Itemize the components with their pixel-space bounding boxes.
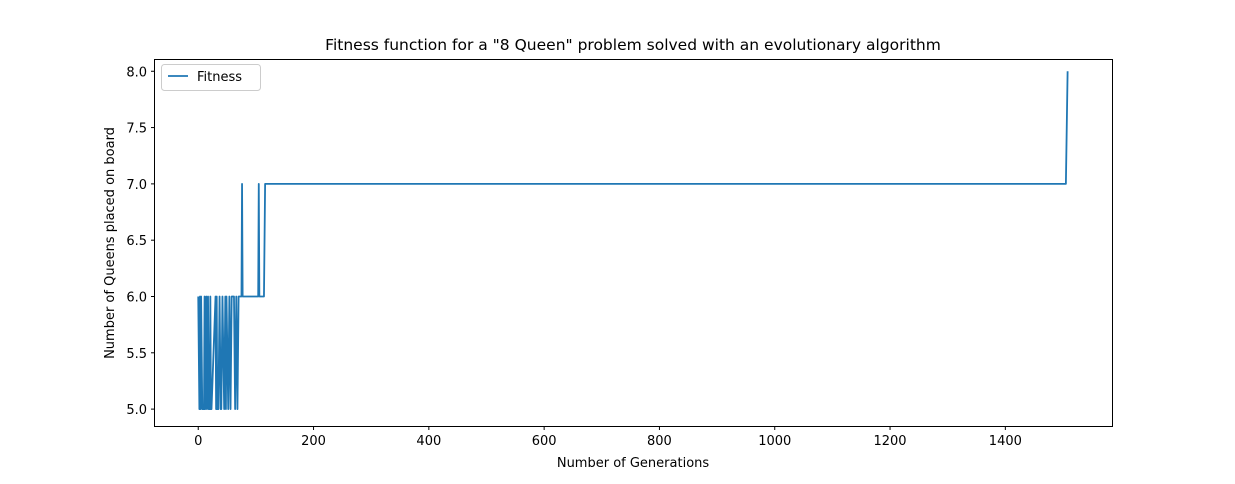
y-tick-label: 6.5 — [126, 234, 147, 249]
x-tick-label: 1400 — [989, 434, 1022, 449]
y-tick-label: 5.5 — [126, 347, 147, 362]
y-tick-label: 7.5 — [126, 122, 147, 137]
axes-frame — [154, 59, 1113, 427]
y-tick-label: 5.0 — [126, 403, 147, 418]
y-axis-label: Number of Queens placed on board — [103, 127, 118, 359]
x-axis-ticks: 0 200 400 600 800 1000 1200 1400 — [194, 426, 1022, 449]
x-tick-label: 1000 — [758, 434, 791, 449]
y-tick-label: 7.0 — [126, 178, 147, 193]
x-tick-label: 800 — [647, 434, 672, 449]
x-tick-label: 200 — [301, 434, 326, 449]
legend: Fitness — [161, 64, 261, 91]
chart-title: Fitness function for a "8 Queen" problem… — [325, 36, 941, 54]
x-tick-label: 600 — [532, 434, 557, 449]
plot-lines — [197, 71, 1069, 411]
y-tick-label: 8.0 — [126, 65, 147, 80]
x-tick-label: 400 — [416, 434, 441, 449]
y-tick-label: 6.0 — [126, 290, 147, 305]
series-line-fitness — [197, 71, 1069, 411]
x-tick-label: 1200 — [873, 434, 906, 449]
y-axis-ticks: 5.0 5.5 6.0 6.5 7.0 7.5 8.0 — [126, 65, 155, 418]
x-axis-label: Number of Generations — [557, 456, 710, 471]
x-tick-label: 0 — [194, 434, 202, 449]
legend-box — [161, 64, 261, 91]
legend-label-fitness: Fitness — [197, 70, 242, 85]
